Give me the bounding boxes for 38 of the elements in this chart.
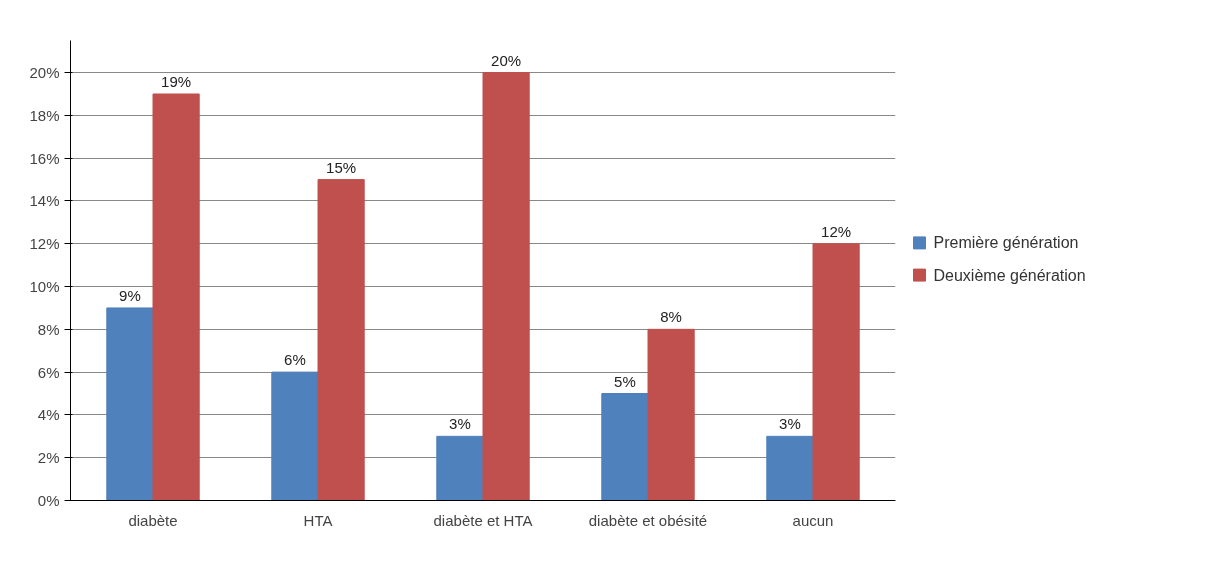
bar: [647, 328, 695, 501]
bar: [152, 93, 200, 501]
x-tick-label: HTA: [303, 511, 333, 529]
y-tick-label: 4%: [37, 406, 60, 424]
legend-label: Deuxième génération: [933, 266, 1086, 284]
y-tick-label: 2%: [37, 449, 60, 467]
data-label: 9%: [119, 286, 141, 304]
data-label: 3%: [449, 415, 471, 433]
x-tick-label: aucun: [792, 511, 834, 529]
data-label: 12%: [821, 222, 852, 240]
y-tick-label: 8%: [37, 320, 60, 338]
bar: [601, 393, 649, 501]
data-label: 15%: [326, 158, 357, 176]
data-label: 6%: [284, 351, 306, 369]
bar: [317, 179, 365, 501]
y-tick-label: 14%: [29, 192, 60, 210]
data-label: 19%: [161, 72, 192, 90]
x-tick-label: diabète et HTA: [433, 511, 533, 529]
y-tick-label: 6%: [37, 363, 60, 381]
data-label: 8%: [660, 308, 682, 326]
y-tick-label: 20%: [29, 64, 60, 82]
y-tick-label: 18%: [29, 106, 60, 124]
y-tick-label: 12%: [29, 235, 60, 253]
x-tick-label: diabète: [128, 511, 178, 529]
data-label: 20%: [491, 51, 522, 69]
bar: [482, 72, 530, 501]
y-tick-label: 10%: [29, 278, 60, 296]
x-tick-label: diabète et obésité: [588, 511, 708, 529]
data-label: 3%: [779, 415, 801, 433]
bar: [271, 371, 319, 501]
bar: [436, 435, 484, 501]
y-tick-label: 0%: [37, 492, 60, 509]
y-tick-label: 16%: [29, 149, 60, 167]
bar: [766, 435, 814, 501]
legend-label: Première génération: [933, 234, 1079, 252]
data-label: 5%: [614, 372, 636, 390]
bar: [106, 307, 154, 501]
bar: [812, 243, 860, 501]
